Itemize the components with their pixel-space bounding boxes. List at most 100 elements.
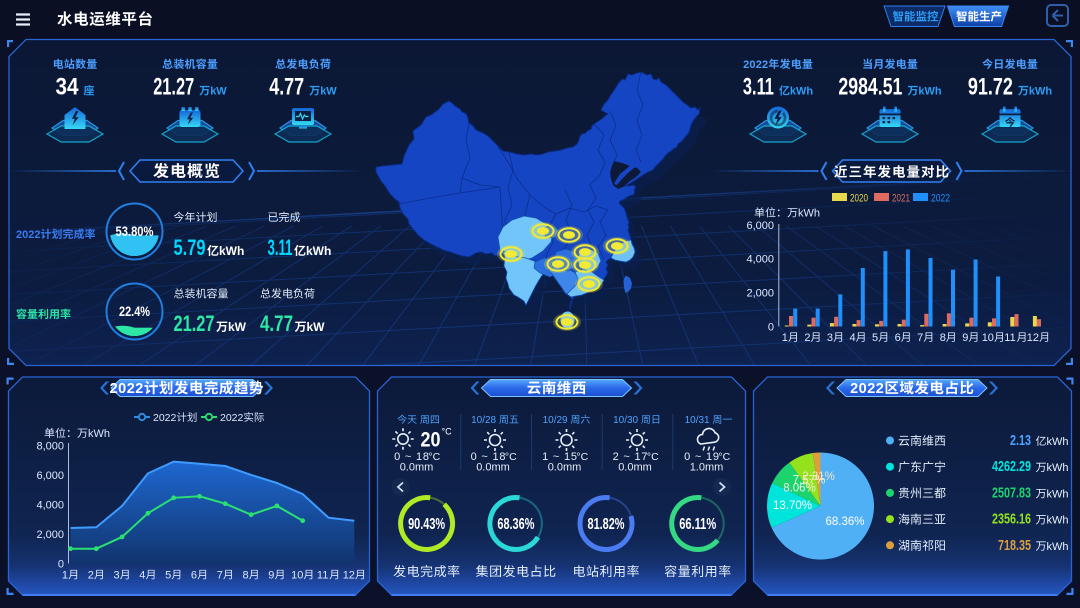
svg-text:°C: °C <box>428 451 440 463</box>
svg-text:0: 0 <box>768 322 774 334</box>
svg-text:6: 6 <box>191 570 197 582</box>
svg-text:21.27: 21.27 <box>153 74 194 101</box>
svg-text:kW: kW <box>320 86 337 98</box>
svg-text:kWh: kWh <box>918 86 942 98</box>
svg-text:2022: 2022 <box>220 412 244 424</box>
svg-text:0.0mm: 0.0mm <box>400 462 434 474</box>
svg-text:kW: kW <box>307 320 326 334</box>
svg-text:2022: 2022 <box>153 412 177 424</box>
svg-text:5: 5 <box>165 570 171 582</box>
svg-text:68.36%: 68.36% <box>826 516 865 528</box>
svg-text:718.35: 718.35 <box>998 537 1031 554</box>
svg-text:2022: 2022 <box>743 59 768 71</box>
svg-text:20: 20 <box>421 428 441 452</box>
svg-text:10/31: 10/31 <box>685 415 710 426</box>
svg-text:9: 9 <box>268 570 274 582</box>
svg-text:10/29: 10/29 <box>543 415 568 426</box>
svg-text:34: 34 <box>56 74 80 101</box>
svg-text:4262.29: 4262.29 <box>992 458 1031 475</box>
svg-text:8.06%: 8.06% <box>783 483 816 495</box>
svg-text:2020: 2020 <box>850 193 868 205</box>
svg-text:91.72: 91.72 <box>968 74 1013 101</box>
svg-text:°C: °C <box>442 427 453 437</box>
svg-text:4: 4 <box>139 570 145 582</box>
svg-text:0.0mm: 0.0mm <box>548 462 582 474</box>
svg-text:kWh: kWh <box>1047 515 1069 527</box>
svg-text:90.43%: 90.43% <box>408 516 445 533</box>
svg-text:6,000: 6,000 <box>747 220 775 232</box>
svg-text:9: 9 <box>962 332 968 344</box>
svg-text:68.36%: 68.36% <box>497 516 534 533</box>
svg-text:13.70%: 13.70% <box>773 500 812 512</box>
svg-text:10: 10 <box>291 570 303 582</box>
svg-text:8: 8 <box>940 332 946 344</box>
svg-text:81.82%: 81.82% <box>588 516 625 533</box>
svg-text:1: 1 <box>782 332 788 344</box>
svg-text:kWh: kWh <box>88 428 110 440</box>
svg-text:22.4%: 22.4% <box>119 304 150 319</box>
svg-text:0: 0 <box>58 559 64 571</box>
svg-text:4.77: 4.77 <box>269 74 304 101</box>
svg-text:2,000: 2,000 <box>747 288 775 300</box>
svg-text:kWh: kWh <box>1047 462 1069 474</box>
svg-text:2.13: 2.13 <box>1010 432 1031 449</box>
svg-text:4,000: 4,000 <box>37 499 65 511</box>
svg-text:10/28: 10/28 <box>471 415 496 426</box>
svg-text:7: 7 <box>917 332 923 344</box>
svg-text:0 ~ 18: 0 ~ 18 <box>471 451 507 463</box>
svg-text:7: 7 <box>217 570 223 582</box>
svg-text:8,000: 8,000 <box>37 440 65 452</box>
svg-text:0.0mm: 0.0mm <box>618 462 652 474</box>
svg-text:°C: °C <box>718 451 730 463</box>
svg-text:2 ~ 17: 2 ~ 17 <box>613 451 649 463</box>
svg-text:kW: kW <box>228 320 247 334</box>
svg-text:2: 2 <box>804 332 810 344</box>
svg-text:66.11%: 66.11% <box>679 516 716 533</box>
svg-text:10: 10 <box>982 332 994 344</box>
svg-text:3: 3 <box>827 332 833 344</box>
svg-text:6: 6 <box>895 332 901 344</box>
svg-text:kWh: kWh <box>306 244 331 258</box>
svg-text:0.0mm: 0.0mm <box>476 462 510 474</box>
svg-text:5.79: 5.79 <box>174 235 206 260</box>
svg-text:kWh: kWh <box>1047 488 1069 500</box>
svg-text:2984.51: 2984.51 <box>838 74 902 101</box>
svg-text:11: 11 <box>1004 332 1015 344</box>
svg-text:0 ~ 18: 0 ~ 18 <box>394 451 430 463</box>
svg-text:21.27: 21.27 <box>174 311 215 336</box>
svg-text:0 ~ 19: 0 ~ 19 <box>684 451 720 463</box>
svg-text:4,000: 4,000 <box>747 254 775 266</box>
svg-text:kWh: kWh <box>1047 541 1069 553</box>
svg-text:2,000: 2,000 <box>37 529 65 541</box>
svg-text:°C: °C <box>647 451 659 463</box>
svg-text:kWh: kWh <box>219 244 244 258</box>
svg-text:3.11: 3.11 <box>743 74 774 101</box>
svg-text:2022: 2022 <box>931 193 950 205</box>
svg-text:1: 1 <box>62 570 68 582</box>
svg-text:1.0mm: 1.0mm <box>690 462 724 474</box>
svg-text:2022: 2022 <box>16 229 40 241</box>
svg-text:7.57%: 7.57% <box>793 475 826 487</box>
svg-text:3: 3 <box>114 570 120 582</box>
svg-text:2022: 2022 <box>850 381 884 397</box>
svg-text:4.77: 4.77 <box>260 311 293 336</box>
svg-text:2: 2 <box>88 570 94 582</box>
svg-text:kW: kW <box>210 86 227 98</box>
svg-text:11: 11 <box>317 570 328 582</box>
svg-text:kWh: kWh <box>790 86 814 98</box>
svg-text:5: 5 <box>872 332 878 344</box>
svg-text:2.31%: 2.31% <box>802 471 835 483</box>
svg-text:2021: 2021 <box>892 193 910 205</box>
svg-text:3.11: 3.11 <box>268 235 293 260</box>
svg-text:6,000: 6,000 <box>37 470 65 482</box>
svg-text:12: 12 <box>343 570 355 582</box>
svg-text:1 ~ 15: 1 ~ 15 <box>542 451 578 463</box>
svg-text:2507.83: 2507.83 <box>992 484 1031 501</box>
svg-text:kWh: kWh <box>1029 86 1053 98</box>
svg-text:°C: °C <box>576 451 588 463</box>
svg-text:12: 12 <box>1027 332 1039 344</box>
svg-text:kWh: kWh <box>1047 436 1069 448</box>
svg-text:4: 4 <box>850 332 856 344</box>
svg-text:2022: 2022 <box>110 381 144 397</box>
svg-text:kWh: kWh <box>798 208 820 220</box>
